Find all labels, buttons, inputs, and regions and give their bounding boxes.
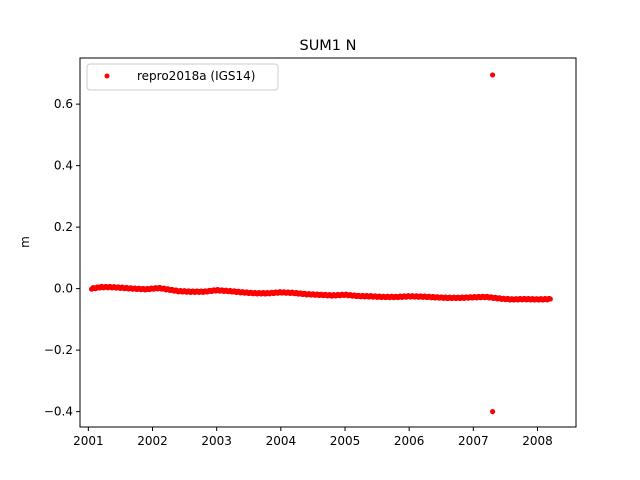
x-tick-label: 2003 (201, 434, 232, 448)
data-point (547, 296, 553, 302)
legend-label: repro2018a (IGS14) (137, 69, 255, 83)
y-tick-label: −0.4 (44, 405, 73, 419)
y-axis-label: m (18, 236, 32, 248)
legend-box (86, 63, 279, 91)
x-tick-label: 2005 (330, 434, 361, 448)
legend-marker (104, 73, 110, 79)
x-tick-label: 2007 (458, 434, 489, 448)
y-tick-label: 0.0 (54, 282, 73, 296)
y-tick-label: 0.4 (54, 159, 73, 173)
legend: repro2018a (IGS14) (86, 63, 279, 91)
y-tick-label: 0.2 (54, 220, 73, 234)
x-tick-label: 2002 (137, 434, 168, 448)
x-tick-label: 2006 (394, 434, 425, 448)
data-point-outlier (489, 409, 496, 415)
plot-frame (79, 57, 577, 428)
x-axis: 2001 2002 2003 2004 2005 2006 2007 2008 (73, 427, 553, 448)
y-axis: −0.4 −0.2 0.0 0.2 0.4 0.6 (44, 97, 80, 419)
y-tick-label: −0.2 (44, 343, 73, 357)
x-tick-label: 2001 (73, 434, 104, 448)
data-point-outlier (489, 72, 496, 78)
x-tick-label: 2004 (266, 434, 297, 448)
chart-title: SUM1 N (299, 38, 356, 54)
points-layer (88, 72, 553, 415)
y-tick-label: 0.6 (54, 97, 73, 111)
x-tick-label: 2008 (522, 434, 553, 448)
